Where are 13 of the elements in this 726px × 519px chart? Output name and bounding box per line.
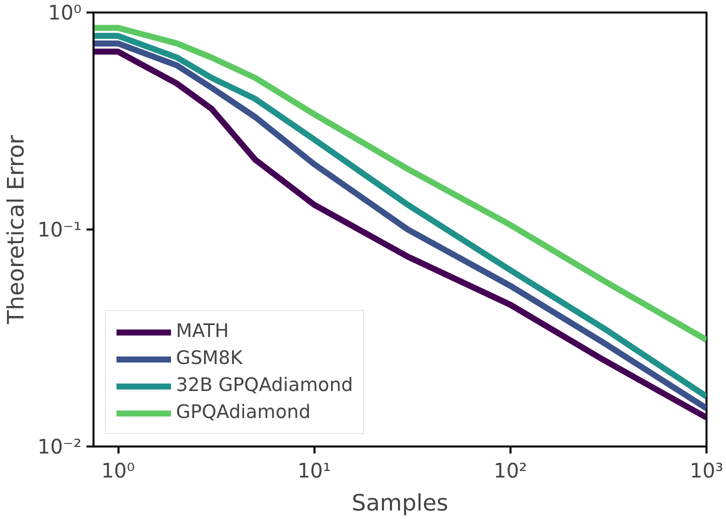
x-tick-label: 10² xyxy=(494,458,528,482)
legend-label: MATH xyxy=(176,321,229,342)
x-tick-label: 10³ xyxy=(690,458,724,482)
y-tick-label: 10⁰ xyxy=(48,0,82,24)
x-tick-label: 10¹ xyxy=(297,458,331,482)
y-tick-label: 10⁻² xyxy=(37,434,82,458)
legend-label: 32B GPQAdiamond xyxy=(176,375,354,396)
x-tick-label: 10⁰ xyxy=(101,458,135,482)
x-axis-title: Samples xyxy=(352,490,448,516)
legend-label: GSM8K xyxy=(176,348,242,369)
y-tick-label: 10⁻¹ xyxy=(37,218,82,242)
y-axis-title: Theoretical Error xyxy=(3,134,30,325)
legend-label: GPQAdiamond xyxy=(176,402,311,423)
